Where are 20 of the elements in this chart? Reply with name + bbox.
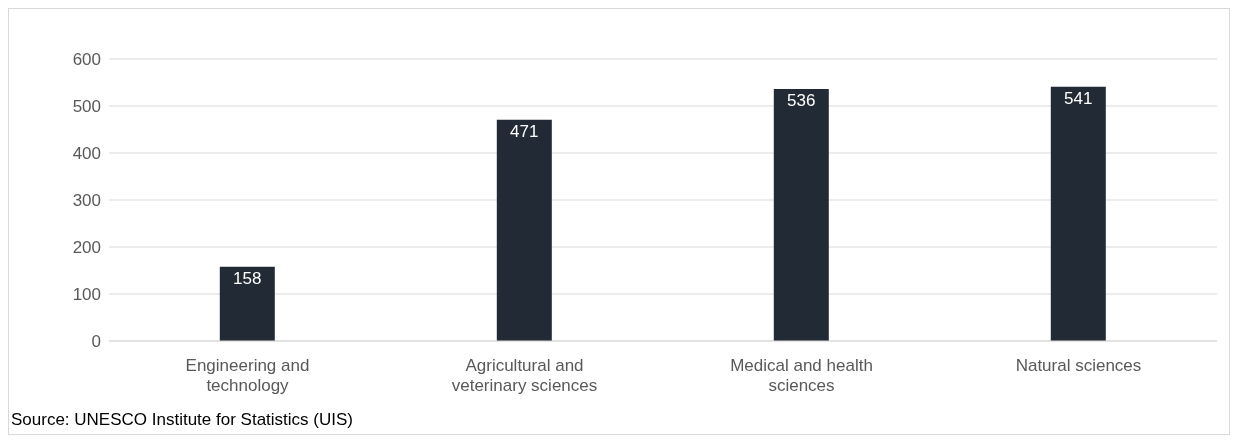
bar (496, 119, 552, 341)
bar (219, 266, 275, 341)
bar (1050, 86, 1106, 341)
source-note: Source: UNESCO Institute for Statistics (UIS) (11, 410, 353, 430)
x-tick-label: Agricultural and veterinary sciences (451, 356, 598, 395)
x-tick-label: Engineering and technology (185, 356, 310, 395)
data-label: 471 (510, 121, 539, 141)
y-tick-label: 0 (91, 332, 101, 352)
y-tick-label: 600 (72, 50, 101, 70)
data-label: 541 (1064, 88, 1093, 108)
y-tick-label: 300 (72, 191, 101, 211)
y-tick-label: 200 (72, 238, 101, 258)
data-label: 158 (233, 268, 262, 288)
x-tick-label: Natural sciences (1015, 356, 1142, 375)
y-tick-label: 500 (72, 97, 101, 117)
data-label: 536 (787, 91, 816, 111)
y-tick-label: 100 (72, 285, 101, 305)
y-tick-label: 400 (72, 144, 101, 164)
bar (773, 89, 829, 341)
x-tick-label: Medical and health sciences (730, 356, 873, 395)
